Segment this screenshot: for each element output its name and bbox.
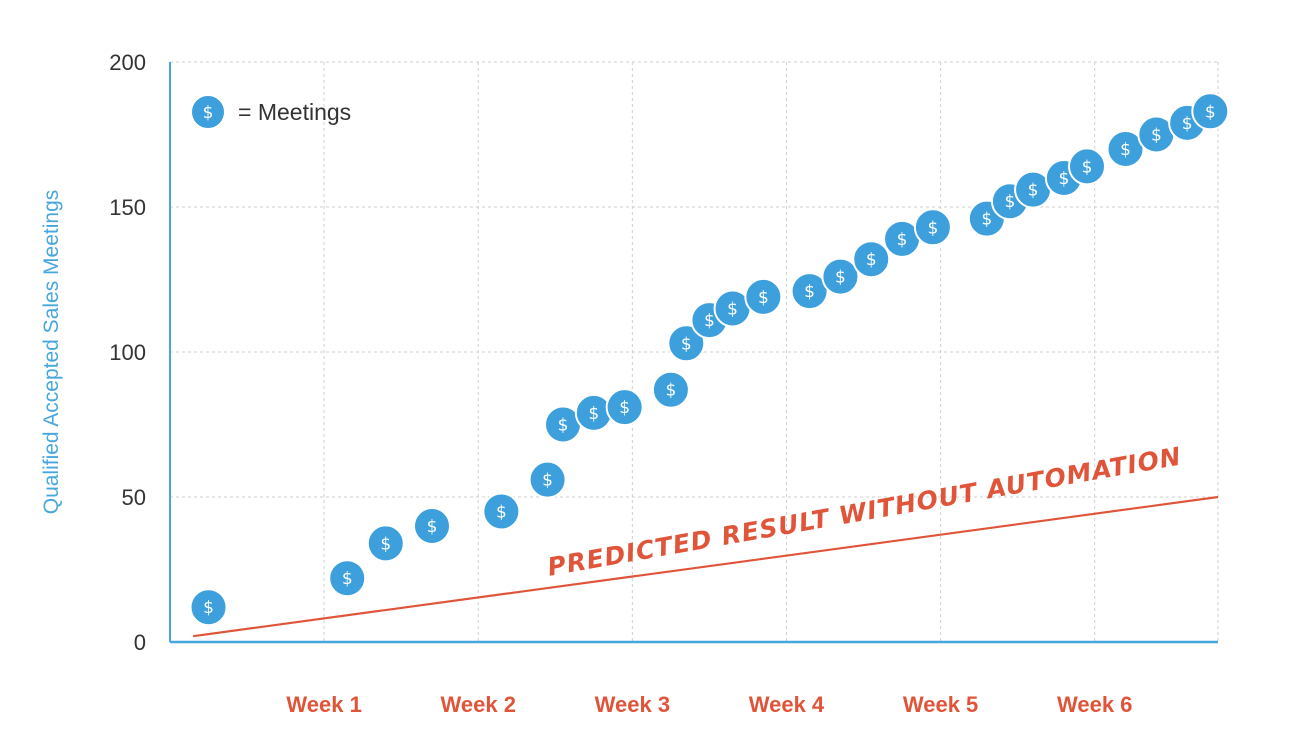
- y-ticks: 0 50 100 150 200: [109, 50, 146, 655]
- coin-glyph: $: [1028, 181, 1039, 201]
- trend-line: [192, 495, 1219, 638]
- coin-glyph: $: [380, 534, 391, 554]
- dollar-coin-icon: $: [651, 370, 690, 409]
- y-tick-label: 100: [109, 340, 146, 365]
- x-ticks: Week 1 Week 2 Week 3 Week 4 Week 5 Week 6: [286, 692, 1132, 717]
- legend-dollar-coin-icon: [190, 94, 226, 130]
- data-point: [413, 507, 451, 545]
- data-point: [189, 588, 228, 627]
- dollar-coin-icon: $: [574, 393, 613, 432]
- dollar-coin-icon: $: [1068, 147, 1106, 186]
- axes: [169, 62, 1218, 644]
- coin-glyph: $: [342, 569, 353, 589]
- coin-glyph: $: [1151, 126, 1162, 146]
- y-tick-label: 0: [134, 630, 146, 655]
- x-tick-label: Week 1: [286, 692, 361, 717]
- dollar-coin-icon: $: [913, 208, 952, 247]
- dollar-coin-icon: $: [366, 524, 405, 563]
- data-point: [482, 492, 521, 531]
- coin-glyph: $: [727, 300, 738, 320]
- data-point: [366, 524, 405, 563]
- coin-glyph: $: [927, 218, 938, 238]
- dollar-coin-icon: $: [821, 257, 860, 296]
- y-tick-label: 200: [109, 50, 146, 75]
- coin-glyph: $: [203, 598, 214, 618]
- dollar-coin-icon: $: [1191, 92, 1230, 131]
- data-points: $ $ $ $ $ $ $ $ $ $ $ $ $ $ $ $ $ $ $ $ $ $ $ $ $ $ $ $: [189, 92, 1230, 627]
- coin-glyph: $: [427, 517, 438, 537]
- coin-glyph: $: [681, 334, 692, 354]
- x-tick-label: Week 6: [1057, 692, 1132, 717]
- coin-glyph: $: [835, 268, 846, 288]
- dollar-coin-icon: $: [482, 492, 521, 531]
- dollar-coin-icon: $: [1106, 130, 1145, 168]
- x-tick-label: Week 2: [441, 692, 516, 717]
- trend-line-group: [192, 495, 1219, 638]
- data-point: [328, 559, 367, 598]
- coin-glyph: $: [542, 471, 553, 491]
- dollar-coin-icon: $: [413, 507, 451, 545]
- coin-glyph: $: [981, 210, 992, 230]
- coin-glyph: $: [619, 398, 630, 418]
- dollar-coin-icon: $: [744, 277, 783, 316]
- legend-coin-glyph: $: [203, 103, 214, 123]
- coin-glyph: $: [558, 416, 569, 436]
- legend-label: = Meetings: [238, 99, 351, 125]
- dollar-coin-icon: $: [852, 240, 891, 279]
- coin-glyph: $: [866, 250, 877, 270]
- dollar-coin-icon: $: [790, 272, 829, 311]
- coin-glyph: $: [1120, 140, 1131, 160]
- dollar-coin-icon: $: [605, 388, 644, 427]
- data-point: [913, 208, 952, 247]
- dollar-coin-icon: $: [328, 559, 367, 598]
- coin-glyph: $: [496, 503, 507, 523]
- coin-glyph: $: [1005, 192, 1016, 212]
- dollar-coin-icon: $: [528, 460, 567, 499]
- data-point: [821, 257, 860, 296]
- data-point: [651, 370, 690, 409]
- x-tick-label: Week 5: [903, 692, 978, 717]
- coin-glyph: $: [1058, 169, 1069, 189]
- x-tick-label: Week 3: [595, 692, 670, 717]
- data-point: [1068, 147, 1106, 186]
- dollar-coin-icon: $: [1014, 170, 1053, 209]
- data-point: [852, 240, 891, 279]
- coin-glyph: $: [758, 288, 769, 308]
- dollar-coin-icon: $: [667, 324, 706, 363]
- coin-glyph: $: [588, 404, 599, 424]
- legend: $ = Meetings: [190, 94, 351, 130]
- coin-glyph: $: [704, 311, 715, 331]
- trend-line-label: PREDICTED RESULT WITHOUT AUTOMATION: [545, 442, 1183, 582]
- y-axis-label: Qualified Accepted Sales Meetings: [40, 190, 63, 515]
- data-point: [528, 460, 567, 499]
- coin-glyph: $: [1082, 157, 1093, 177]
- data-point: [790, 272, 829, 311]
- y-tick-label: 150: [109, 195, 146, 220]
- data-point: [744, 277, 783, 316]
- y-tick-label: 50: [122, 485, 146, 510]
- dollar-coin-icon: $: [189, 588, 228, 627]
- coin-glyph: $: [1205, 102, 1216, 122]
- data-point: [605, 388, 644, 427]
- data-point: [1106, 130, 1145, 168]
- coin-glyph: $: [897, 230, 908, 250]
- data-point: [667, 324, 706, 363]
- coin-glyph: $: [1182, 114, 1193, 134]
- data-point: [1191, 92, 1230, 131]
- coin-glyph: $: [665, 381, 676, 401]
- x-tick-label: Week 4: [749, 692, 825, 717]
- coin-glyph: $: [804, 282, 815, 302]
